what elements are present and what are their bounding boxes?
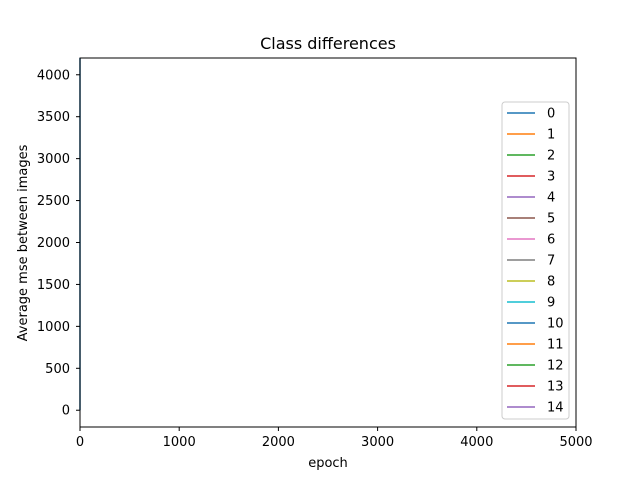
y-tick-label: 1500 [37, 278, 70, 293]
x-tick-label: 0 [76, 435, 84, 450]
x-axis-ticks: 0 1000 2000 3000 4000 5000 [76, 427, 593, 450]
y-tick-label: 2500 [37, 194, 70, 209]
legend-label: 7 [547, 254, 555, 269]
x-tick-label: 3000 [361, 435, 394, 450]
chart-title: Class differences [260, 34, 396, 53]
legend-label: 1 [547, 128, 555, 143]
legend-label: 3 [547, 170, 555, 185]
legend-label: 6 [547, 233, 555, 248]
legend-label: 4 [547, 191, 555, 206]
legend-label: 8 [547, 275, 555, 290]
y-tick-label: 3000 [37, 152, 70, 167]
x-axis-label: epoch [308, 456, 348, 471]
y-axis-ticks: 0 500 1000 1500 2000 2500 3000 3500 4000 [37, 68, 80, 419]
x-tick-label: 5000 [559, 435, 592, 450]
legend-label: 14 [547, 401, 564, 416]
legend-label: 12 [547, 359, 564, 374]
y-tick-label: 3500 [37, 110, 70, 125]
legend-label: 10 [547, 317, 564, 332]
y-tick-label: 2000 [37, 236, 70, 251]
legend-label: 2 [547, 149, 555, 164]
legend-label: 5 [547, 212, 555, 227]
legend-label: 11 [547, 338, 564, 353]
y-tick-label: 4000 [37, 68, 70, 83]
legend-label: 13 [547, 380, 564, 395]
y-tick-label: 1000 [37, 320, 70, 335]
y-axis-label: Average mse between images [16, 144, 31, 341]
legend-label: 9 [547, 296, 555, 311]
x-tick-label: 1000 [163, 435, 196, 450]
legend-box [501, 101, 570, 420]
legend-label: 0 [547, 107, 555, 122]
x-tick-label: 2000 [262, 435, 295, 450]
x-tick-label: 4000 [460, 435, 493, 450]
y-tick-label: 500 [45, 362, 70, 377]
y-tick-label: 0 [62, 404, 70, 419]
